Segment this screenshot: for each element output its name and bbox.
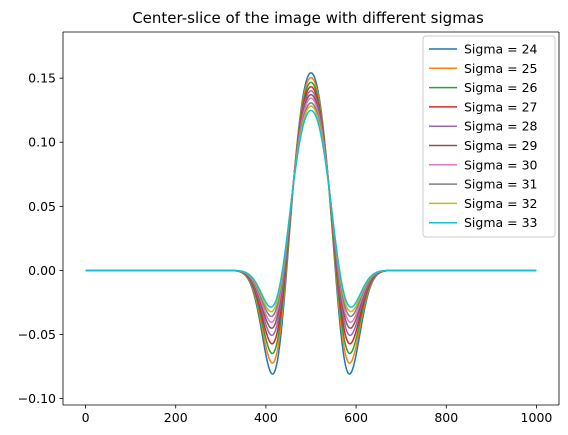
- legend-label: Sigma = 27: [464, 99, 538, 114]
- y-tick-label: −0.10: [18, 391, 56, 406]
- legend-label: Sigma = 29: [464, 138, 538, 153]
- legend: Sigma = 24 Sigma = 25 Sigma = 26 Sigma = 27…: [422, 35, 556, 238]
- legend-label: Sigma = 25: [464, 61, 538, 76]
- y-tick-label: −0.05: [18, 327, 56, 342]
- y-tick-label: 0.10: [28, 135, 56, 150]
- x-tick-label: 800: [434, 410, 458, 425]
- legend-label: Sigma = 32: [464, 196, 538, 211]
- series-layer: [85, 72, 537, 375]
- series-line-10: [85, 109, 537, 308]
- legend-box: [422, 35, 556, 238]
- x-tick-label: 200: [164, 410, 188, 425]
- y-tick-label: 0.05: [28, 199, 56, 214]
- x-tick-label: 400: [254, 410, 278, 425]
- legend-label: Sigma = 33: [464, 215, 538, 230]
- legend-label: Sigma = 28: [464, 119, 538, 134]
- x-tick-label: 600: [344, 410, 368, 425]
- y-tick-label: 0.00: [28, 263, 56, 278]
- x-tick-label: 1000: [521, 410, 553, 425]
- y-tick-label: 0.15: [28, 71, 56, 86]
- legend-label: Sigma = 30: [464, 157, 538, 172]
- legend-label: Sigma = 24: [464, 42, 538, 57]
- legend-label: Sigma = 26: [464, 80, 538, 95]
- axes-layer: 0 200 400 600 800 1000 −0.10 −0.05 0.00 0.05 0.10 0…: [18, 31, 560, 425]
- legend-label: Sigma = 31: [464, 177, 538, 192]
- x-tick-label: 0: [82, 410, 90, 425]
- chart-title: Center-slice of the image with different…: [132, 9, 484, 27]
